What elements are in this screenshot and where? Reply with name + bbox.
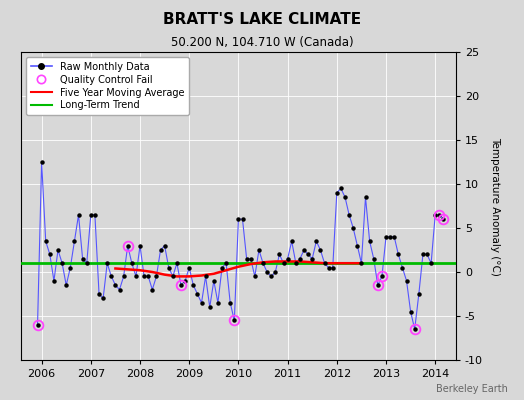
Text: BRATT'S LAKE CLIMATE: BRATT'S LAKE CLIMATE — [163, 12, 361, 27]
Text: 50.200 N, 104.710 W (Canada): 50.200 N, 104.710 W (Canada) — [171, 36, 353, 49]
Legend: Raw Monthly Data, Quality Control Fail, Five Year Moving Average, Long-Term Tren: Raw Monthly Data, Quality Control Fail, … — [26, 57, 189, 115]
Y-axis label: Temperature Anomaly (°C): Temperature Anomaly (°C) — [489, 136, 499, 276]
Text: Berkeley Earth: Berkeley Earth — [436, 384, 508, 394]
